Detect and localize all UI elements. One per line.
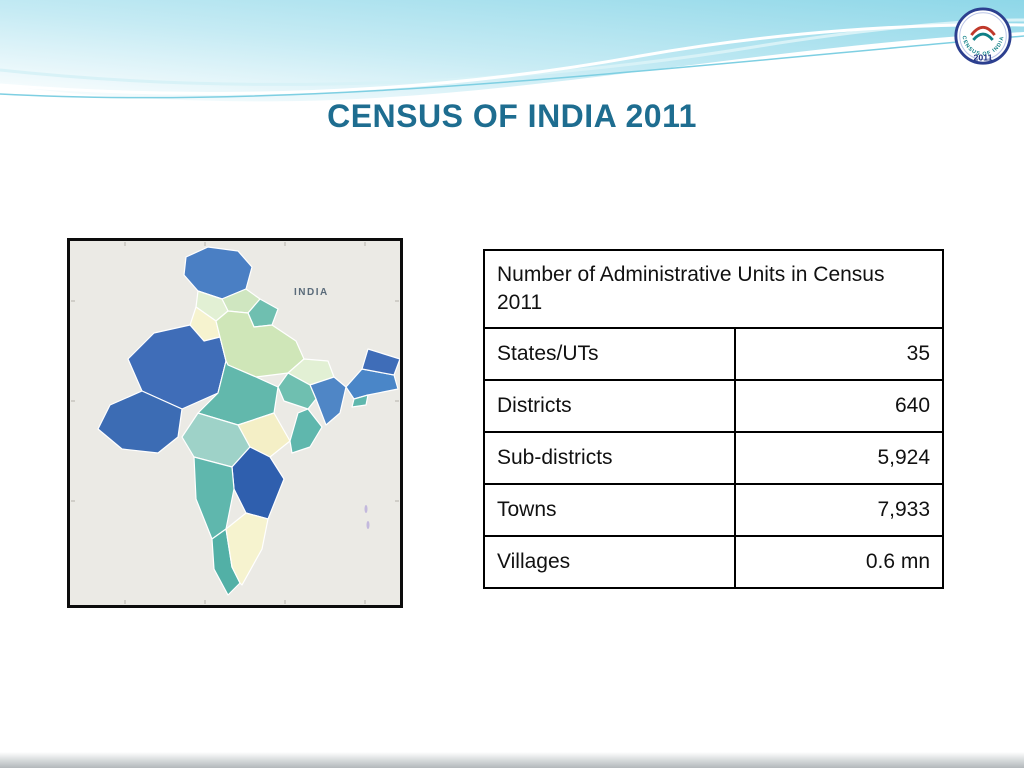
row-value: 35 bbox=[733, 327, 945, 381]
logo-emblem-teal-arc bbox=[972, 32, 994, 41]
row-value: 0.6 mn bbox=[733, 535, 945, 589]
india-map-panel: INDIA bbox=[67, 238, 403, 608]
admin-units-table: Number of Administrative Units in Census… bbox=[482, 249, 945, 589]
census-of-india-logo: CENSUS OF INDIA 2011 bbox=[954, 7, 1012, 65]
map-islands bbox=[364, 505, 370, 529]
map-tick-marks bbox=[71, 242, 399, 604]
map-country-label: INDIA bbox=[294, 287, 329, 298]
india-map: INDIA bbox=[71, 242, 400, 604]
logo-year: 2011 bbox=[974, 52, 993, 62]
page-title: CENSUS OF INDIA 2011 bbox=[327, 98, 697, 134]
row-label: Districts bbox=[483, 379, 736, 433]
table-title: Number of Administrative Units in Census… bbox=[482, 249, 945, 329]
row-value: 5,924 bbox=[733, 431, 945, 485]
footer-strip bbox=[0, 752, 1024, 768]
table-row: Towns 7,933 bbox=[483, 483, 945, 537]
table-row: States/UTs 35 bbox=[483, 327, 945, 381]
row-value: 7,933 bbox=[733, 483, 945, 537]
row-label: Towns bbox=[483, 483, 736, 537]
table-row: Villages 0.6 mn bbox=[483, 535, 945, 589]
table-row: Sub-districts 5,924 bbox=[483, 431, 945, 485]
table-header-row: Number of Administrative Units in Census… bbox=[482, 249, 945, 329]
row-label: Villages bbox=[483, 535, 736, 589]
row-label: States/UTs bbox=[483, 327, 736, 381]
logo-emblem-red-arc bbox=[970, 25, 996, 36]
row-value: 640 bbox=[733, 379, 945, 433]
row-label: Sub-districts bbox=[483, 431, 736, 485]
india-states bbox=[97, 246, 400, 596]
top-wave-decoration bbox=[0, 0, 1024, 102]
table-row: Districts 640 bbox=[483, 379, 945, 433]
